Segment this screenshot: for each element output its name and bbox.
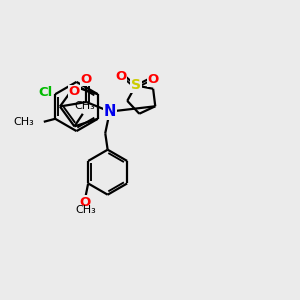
Text: Cl: Cl [38,86,53,99]
Text: S: S [131,78,141,92]
Text: CH₃: CH₃ [75,206,96,215]
Text: O: O [147,73,158,86]
Text: CH₃: CH₃ [74,101,95,111]
Text: CH₃: CH₃ [14,117,34,127]
Text: O: O [115,70,126,83]
Text: O: O [80,196,91,208]
Text: N: N [103,104,116,119]
Text: O: O [69,85,80,98]
Text: O: O [81,73,92,86]
